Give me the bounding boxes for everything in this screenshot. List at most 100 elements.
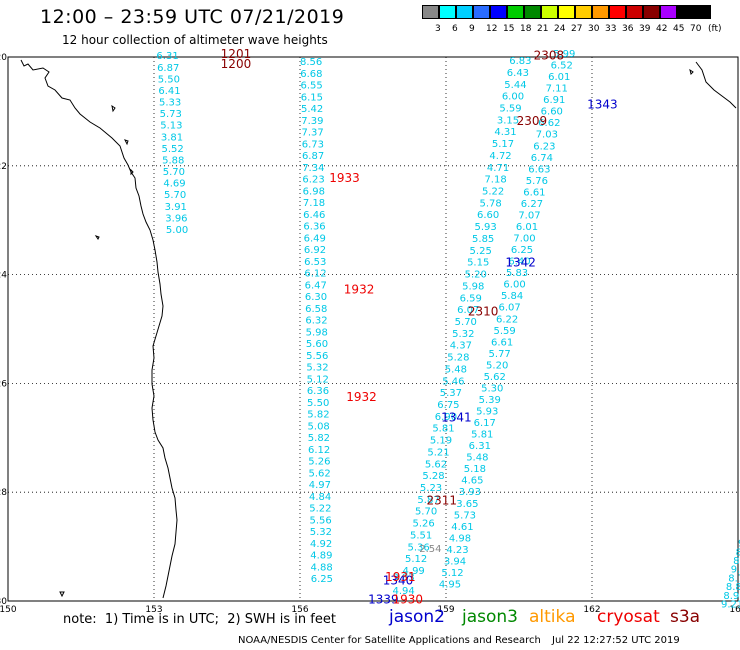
wave-height-value: 6.75 bbox=[437, 400, 459, 411]
wave-height-value: 5.33 bbox=[159, 98, 181, 109]
wave-height-value: 5.99 bbox=[553, 49, 575, 60]
wave-height-value: 6.62 bbox=[538, 118, 560, 129]
wave-height-value: 6.15 bbox=[301, 92, 323, 103]
wave-height-value: 4.98 bbox=[449, 533, 471, 544]
island-6 bbox=[689, 68, 694, 75]
wave-height-value: 4.97 bbox=[309, 480, 331, 491]
scale-swatch bbox=[626, 5, 643, 19]
scale-label: 3 bbox=[435, 24, 441, 34]
scale-label: 9 bbox=[469, 24, 475, 34]
wave-height-value: 8.98 bbox=[723, 591, 740, 602]
axis-labels: 150 153 156 159 162 165 20 22 24 26 28 30 bbox=[0, 53, 740, 615]
wave-height-value: 4.61 bbox=[451, 522, 473, 533]
pass-time-label: 1932 bbox=[346, 390, 377, 404]
lat-tick-label: 24 bbox=[0, 271, 7, 281]
wave-height-value: 6.32 bbox=[305, 316, 327, 327]
scale-swatch bbox=[490, 5, 507, 19]
scale-label: 15 bbox=[503, 24, 515, 34]
pass-time-label: 2309 bbox=[517, 114, 548, 128]
wave-height-value: 7.37 bbox=[301, 128, 323, 139]
wave-height-value: 6.23 bbox=[533, 141, 555, 152]
scale-unit: (ft) bbox=[708, 24, 722, 34]
wave-height-value: 6.74 bbox=[531, 153, 553, 164]
wave-height-value: 4.88 bbox=[310, 562, 332, 573]
lat-tick-label: 26 bbox=[0, 379, 7, 389]
wave-height-value: 6.23 bbox=[302, 175, 324, 186]
wave-height-value: 5.62 bbox=[484, 372, 506, 383]
wave-height-value: 5.59 bbox=[493, 326, 515, 337]
wave-height-value: 5.08 bbox=[308, 421, 330, 432]
wave-height-value: 6.40 bbox=[508, 257, 530, 268]
lon-tick-label: 162 bbox=[583, 605, 600, 615]
wave-height-value: 5.26 bbox=[412, 519, 434, 530]
wave-height-value: 6.31 bbox=[469, 441, 491, 452]
coastline-mainland bbox=[20, 59, 178, 599]
wave-height-value: 8.56 bbox=[300, 57, 322, 68]
wave-height-value: 5.39 bbox=[479, 395, 501, 406]
wave-height-value: 6.59 bbox=[460, 293, 482, 304]
scale-swatch bbox=[473, 5, 490, 19]
scale-swatch bbox=[507, 5, 524, 19]
wave-height-value: 6.91 bbox=[543, 95, 565, 106]
wave-height-value: 5.28 bbox=[447, 353, 469, 364]
wave-height-value: 6.00 bbox=[503, 280, 525, 291]
wave-height-value: 6.55 bbox=[300, 81, 322, 92]
wave-height-value: 5.52 bbox=[161, 144, 183, 155]
scale-swatch bbox=[694, 5, 711, 19]
wave-height-value: 3.93 bbox=[459, 487, 481, 498]
scale-swatch bbox=[422, 5, 439, 19]
wave-height-value: 5.48 bbox=[445, 364, 467, 375]
scale-label: 36 bbox=[622, 24, 634, 34]
wave-height-value: 6.46 bbox=[303, 210, 325, 221]
wave-height-value: 3.83 bbox=[392, 572, 414, 583]
wave-height-value: 5.21 bbox=[427, 447, 449, 458]
wave-height-value: 5.84 bbox=[501, 291, 523, 302]
wave-height-value: 7.11 bbox=[546, 84, 568, 95]
pass-time-label: 1200 bbox=[221, 57, 252, 71]
map-subtitle: 12 hour collection of altimeter wave hei… bbox=[62, 33, 328, 47]
wave-height-value: 6.30 bbox=[305, 292, 327, 303]
wave-height-value: 5.98 bbox=[306, 327, 328, 338]
scale-label: 6 bbox=[452, 24, 458, 34]
lon-tick-label: 153 bbox=[145, 605, 162, 615]
scale-label: 12 bbox=[486, 24, 498, 34]
wave-height-value: 6.90 bbox=[435, 412, 457, 423]
wave-height-value: 5.26 bbox=[308, 457, 330, 468]
wave-height-value: 7.03 bbox=[536, 130, 558, 141]
pass-time-label: 1933 bbox=[329, 171, 360, 185]
wave-height-value: 4.95 bbox=[439, 580, 461, 591]
scale-swatch bbox=[592, 5, 609, 19]
scale-swatch bbox=[456, 5, 473, 19]
graticule bbox=[7, 56, 739, 602]
wave-height-value: 5.48 bbox=[466, 453, 488, 464]
wave-height-value: 5.28 bbox=[422, 471, 444, 482]
wave-height-value: 5.00 bbox=[166, 225, 188, 236]
wave-height-value: 5.59 bbox=[499, 104, 521, 115]
pass-time-label: 2310 bbox=[468, 304, 499, 318]
wave-height-value: 4.69 bbox=[163, 179, 185, 190]
wave-height-value: 5.81 bbox=[471, 430, 493, 441]
wave-height-value: 5.98 bbox=[462, 281, 484, 292]
wave-height-value: 6.12 bbox=[308, 445, 330, 456]
coastline-east-fragment bbox=[695, 61, 737, 109]
pass-time-label: 2311 bbox=[427, 494, 458, 508]
pass-time-label: 1341 bbox=[441, 410, 472, 424]
wave-height-value: 4.31 bbox=[494, 127, 516, 138]
wave-height-value: 6.60 bbox=[541, 107, 563, 118]
wave-height-value: 6.01 bbox=[516, 222, 538, 233]
credit-line: NOAA/NESDIS Center for Satellite Applica… bbox=[238, 635, 541, 646]
scale-label: 21 bbox=[537, 24, 549, 34]
wave-height-value: 3.65 bbox=[456, 499, 478, 510]
wave-height-value: 8.72 bbox=[728, 573, 740, 584]
wave-height-value: 5.76 bbox=[526, 176, 548, 187]
wave-height-value: 9.24 bbox=[731, 565, 740, 576]
wave-height-value: 6.25 bbox=[311, 574, 333, 585]
wave-height-value: 5.70 bbox=[163, 167, 185, 178]
scale-swatch bbox=[439, 5, 456, 19]
wave-height-value: 5.13 bbox=[160, 121, 182, 132]
wave-height-value: 6.52 bbox=[551, 61, 573, 72]
scale-swatch bbox=[558, 5, 575, 19]
scale-label: 42 bbox=[656, 24, 668, 34]
island-2 bbox=[124, 139, 129, 146]
